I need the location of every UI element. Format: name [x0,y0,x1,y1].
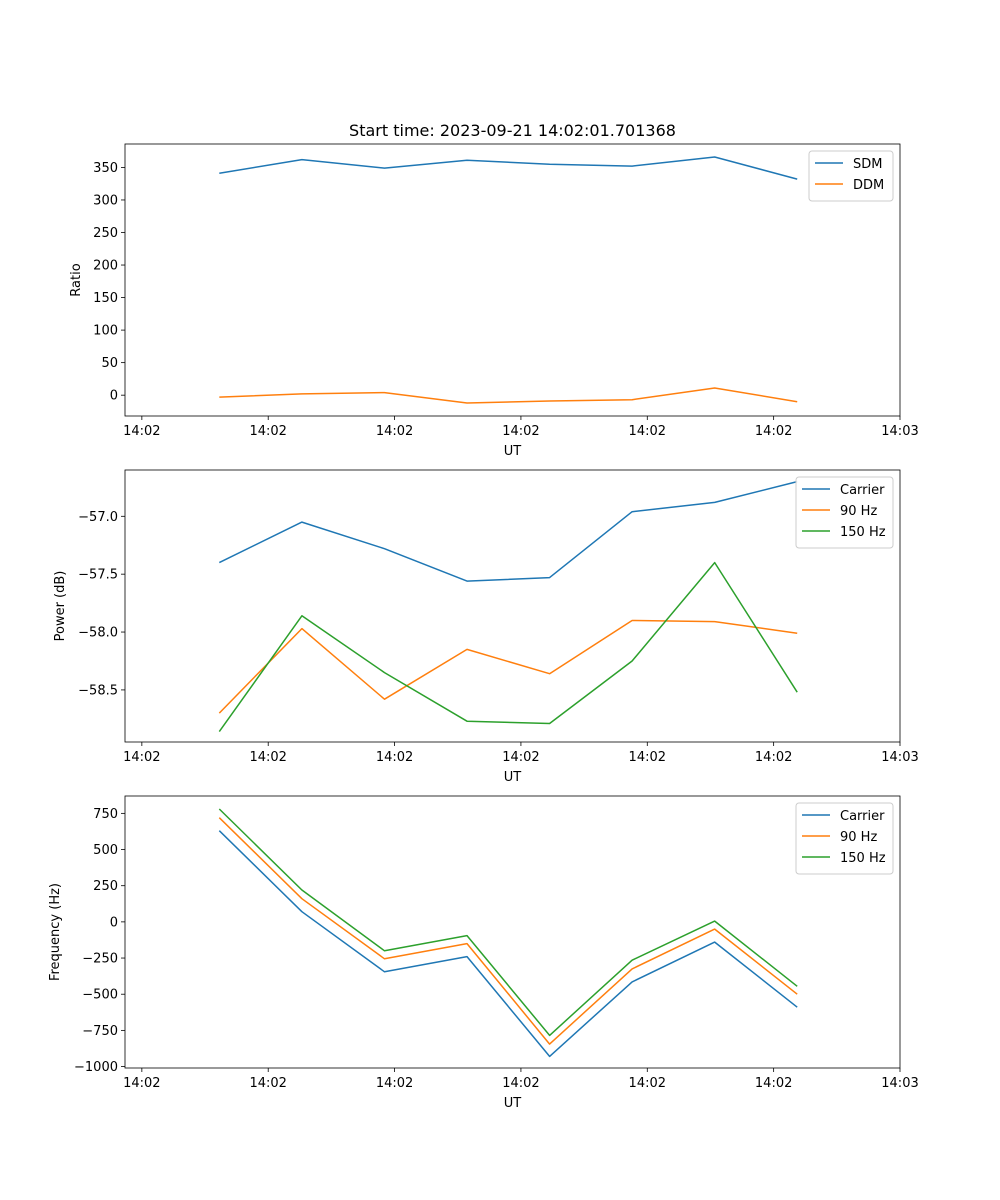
x-tick-label: 14:02 [502,1076,539,1091]
axes-frame [124,143,901,417]
y-tick-label: −250 [82,952,118,967]
legend: Carrier 90 Hz 150 Hz [795,802,894,875]
y-tick-label: 350 [93,161,118,176]
x-tick-label: 14:02 [123,750,160,765]
y-tick-label: −500 [82,988,118,1003]
axes-frame [124,469,901,743]
subplot-power: 14:02 14:02 14:02 14:02 14:02 14:02 14:03 −58.5… [53,469,919,785]
legend-label: SDM [853,157,882,172]
legend-label: 90 Hz [840,830,877,845]
x-tick-label: 14:02 [502,424,539,439]
subplot-frequency: 14:02 14:02 14:02 14:02 14:02 14:02 14:03 −1000… [48,795,919,1111]
y-axis-label: Frequency (Hz) [48,883,63,981]
y-tick-label: 200 [93,259,118,274]
x-tick-label: 14:02 [123,424,160,439]
x-tick-label: 14:02 [755,750,792,765]
series-line-90-hz [218,817,798,1045]
y-tick-label: −750 [82,1024,118,1039]
y-tick-label: −1000 [74,1060,118,1075]
x-tick-label: 14:02 [123,1076,160,1091]
series-line-150-hz [218,561,798,733]
x-axis-label: UT [504,444,522,459]
subplot-ratio: 14:02 14:02 14:02 14:02 14:02 14:02 14:03 0 50 10… [69,143,919,459]
y-tick-label: −57.0 [78,510,118,525]
x-tick-label: 14:02 [629,1076,666,1091]
legend-label: 90 Hz [840,504,877,519]
y-axis-label: Ratio [69,263,84,296]
axes-frame [124,795,901,1069]
x-tick-label: 14:03 [881,1076,918,1091]
x-tick-label: 14:02 [249,424,286,439]
x-tick-label: 14:03 [881,750,918,765]
y-tick-label: 250 [93,226,118,241]
x-tick-label: 14:02 [755,1076,792,1091]
y-tick-label: 0 [110,915,118,930]
x-tick-label: 14:02 [376,1076,413,1091]
y-tick-label: −57.5 [78,568,118,583]
series-line-sdm [219,156,798,180]
legend-label: 150 Hz [840,851,886,866]
y-tick-label: 100 [93,324,118,339]
y-tick-label: 750 [93,807,118,822]
y-tick-label: 50 [101,356,118,371]
y-tick-label: 150 [93,291,118,306]
y-tick-label: 500 [93,843,118,858]
x-tick-label: 14:02 [502,750,539,765]
legend: SDM DDM [808,150,894,202]
x-tick-label: 14:02 [249,1076,286,1091]
x-tick-label: 14:02 [755,424,792,439]
x-axis-label: UT [504,770,522,785]
legend: Carrier 90 Hz 150 Hz [795,476,894,549]
series-line-150-hz [218,808,798,1037]
chart-title: Start time: 2023-09-21 14:02:01.701368 [349,121,676,140]
x-tick-label: 14:02 [376,424,413,439]
legend-label: Carrier [840,483,885,498]
x-tick-label: 14:02 [629,424,666,439]
legend-label: Carrier [840,809,885,824]
x-tick-label: 14:02 [376,750,413,765]
plots: 14:02 14:02 14:02 14:02 14:02 14:02 14:03 0 50 10… [48,143,919,1111]
legend-label: 150 Hz [840,525,886,540]
y-axis-label: Power (dB) [53,571,68,642]
y-tick-label: 250 [93,879,118,894]
series-line-carrier [218,830,798,1058]
series-line-90-hz [218,619,798,714]
y-tick-label: 0 [110,389,118,404]
y-tick-label: 300 [93,193,118,208]
y-tick-label: −58.0 [78,626,118,641]
x-axis-label: UT [504,1096,522,1111]
y-tick-label: −58.5 [78,683,118,698]
legend-label: DDM [853,178,884,193]
x-tick-label: 14:02 [629,750,666,765]
series-line-ddm [219,387,798,404]
x-tick-label: 14:03 [881,424,918,439]
series-line-carrier [218,480,798,582]
x-tick-label: 14:02 [249,750,286,765]
